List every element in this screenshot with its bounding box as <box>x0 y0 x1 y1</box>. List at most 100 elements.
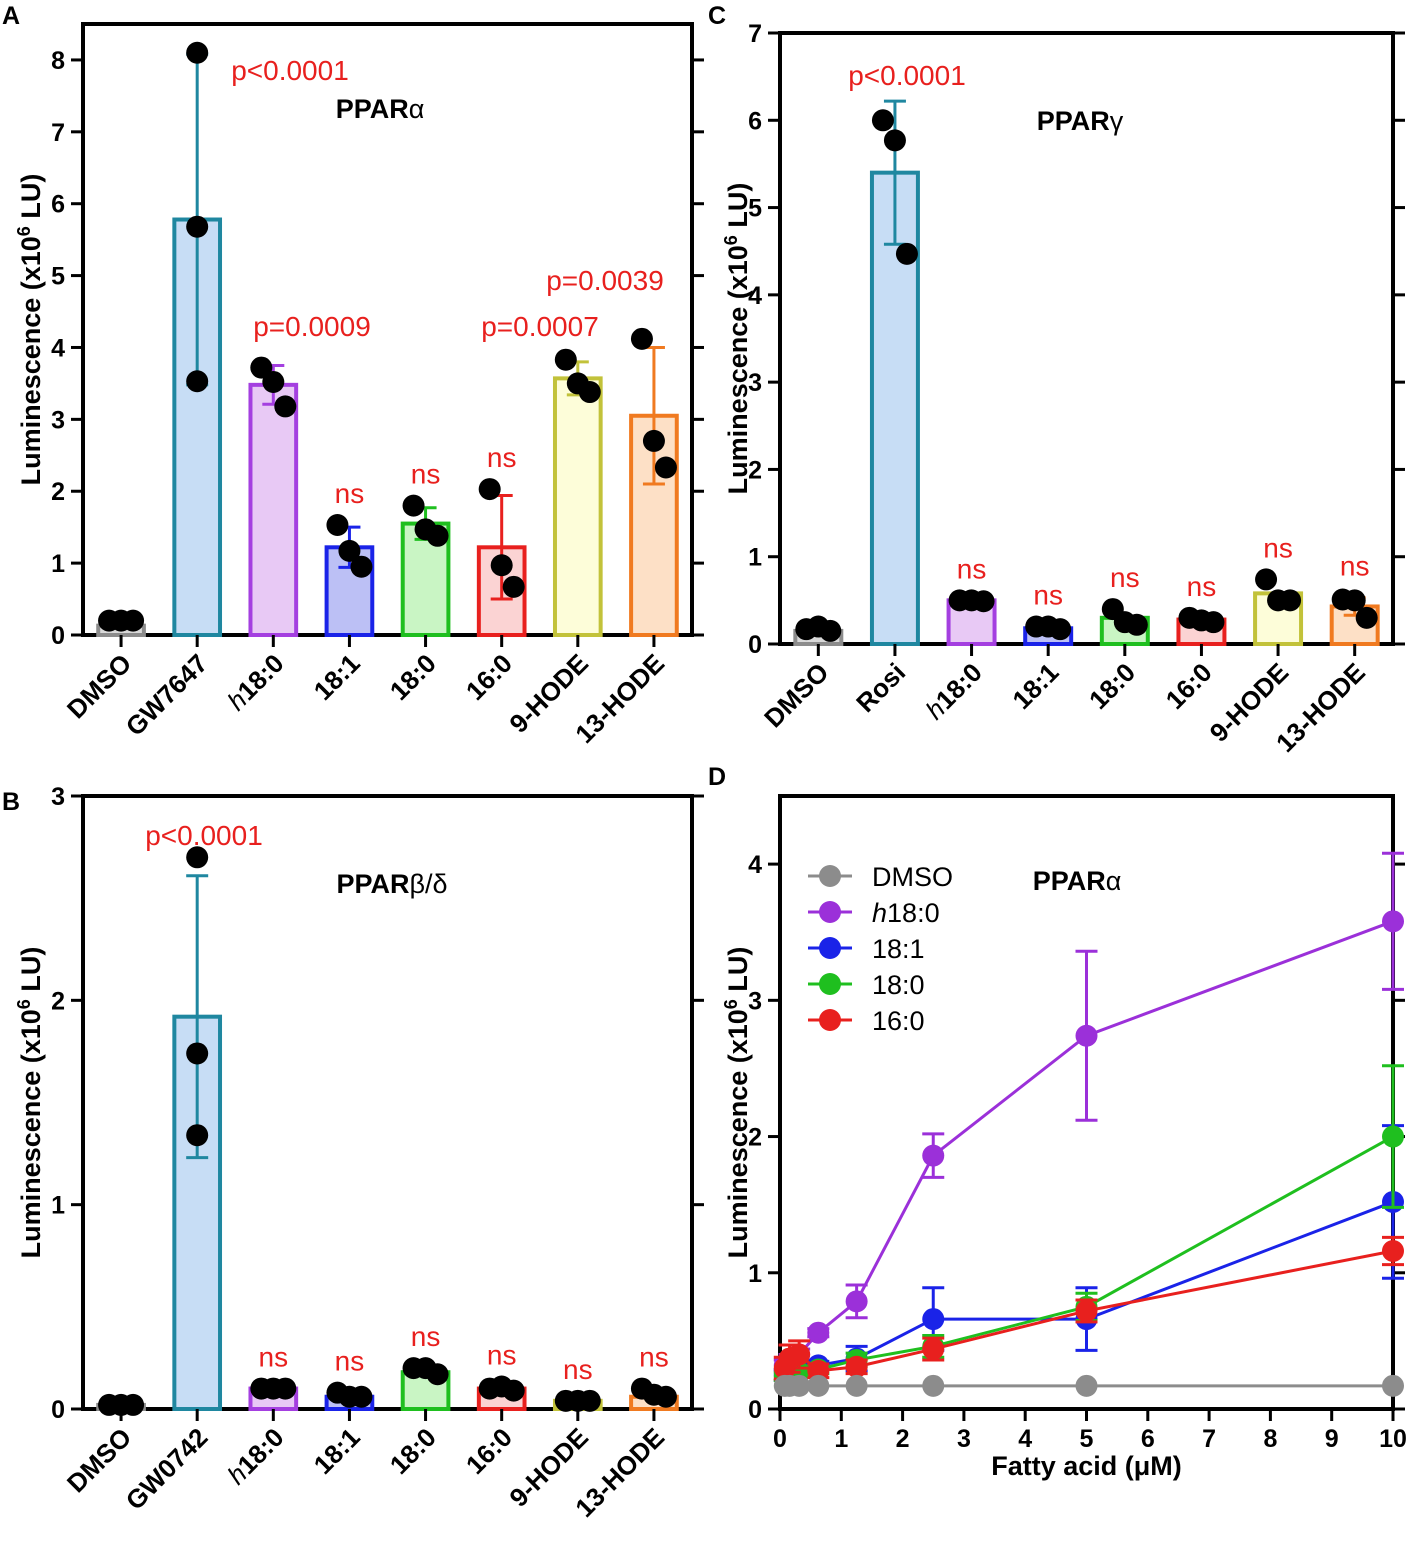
panel-a-data-point <box>122 609 145 632</box>
panel-c-significance-label: ns <box>1110 562 1140 593</box>
panel-a: A 0 1 2 3 4 5 6 7 8 Luminescence (x106 LU) DMSOGW76… <box>2 2 704 749</box>
panel-b-category-label: 18:0 <box>384 1422 442 1480</box>
panel-d-data-point <box>1382 1239 1404 1262</box>
panel-a-data-point <box>186 370 209 393</box>
panel-a-category-label: 18:0 <box>384 648 442 706</box>
panel-c-significance-label: p<0.0001 <box>848 60 966 91</box>
panel-d-data-point <box>1382 1125 1404 1148</box>
panel-a-data-point <box>630 327 653 350</box>
panel-b-data-point <box>578 1389 601 1412</box>
panel-b-letter: B <box>2 788 20 816</box>
panel-d-data-point <box>1075 1299 1098 1322</box>
panel-a-data-point <box>186 41 209 64</box>
panel-a-frame <box>81 22 694 637</box>
panel-d-data-point <box>1075 1024 1098 1047</box>
panel-d-legend-label: 18:1 <box>872 934 925 964</box>
panel-d-data-point <box>922 1374 945 1397</box>
panel-d-xtick-label: 4 <box>1018 1425 1032 1453</box>
panel-a-category-label: 16:0 <box>460 648 518 706</box>
panel-c-letter: C <box>708 2 726 30</box>
panel-a-category-label: GW7647 <box>120 648 214 742</box>
panel-c: C 0 1 2 3 4 5 6 7 Luminescence (x106 LU) DMSO Rosi p… <box>708 2 1405 758</box>
panel-d-xtick-label: 7 <box>1202 1425 1216 1453</box>
panel-c-category-label: h18:0 <box>920 657 988 725</box>
panel-d-xtick-label: 1 <box>834 1425 848 1453</box>
panel-b-ytick-label: 3 <box>51 783 65 811</box>
panel-a-data-point <box>262 370 285 393</box>
panel-b-data-point <box>186 846 209 869</box>
panel-b-data-point <box>654 1385 677 1408</box>
panel-d-data-point <box>807 1321 830 1344</box>
panel-a-significance-label: p=0.0009 <box>253 311 371 342</box>
panel-b-frame <box>81 794 694 1411</box>
panel-b-data-point <box>186 1042 209 1065</box>
panel-a-ytick-label: 4 <box>51 334 65 362</box>
panel-d-ytick-label: 1 <box>748 1260 762 1288</box>
panel-a-significance-label: p=0.0039 <box>546 265 664 296</box>
panel-c-significance-label: ns <box>1340 551 1370 582</box>
panel-d-letter: D <box>708 763 726 791</box>
panel-d-xlabel: Fatty acid (μM) <box>991 1451 1182 1481</box>
panel-a-data-point <box>186 215 209 238</box>
panel-a-significance-label: p=0.0007 <box>481 311 599 342</box>
panel-d-ytick-label: 0 <box>748 1396 762 1424</box>
panel-c-category-label: Rosi <box>850 657 911 718</box>
panel-d: D 0 1 2 3 4 Luminescence (x106 LU) 0 1 2 3 4 5 6 7 8 9 10… <box>708 763 1407 1481</box>
panel-c-ytick-label: 3 <box>748 369 762 397</box>
panel-b-significance-label: ns <box>487 1340 517 1371</box>
panel-c-data-point <box>871 109 894 132</box>
panel-a-ytick-label: 8 <box>51 47 65 75</box>
panel-c-category-label: 18:1 <box>1006 657 1064 715</box>
panel-d-xtick-label: 3 <box>957 1425 971 1453</box>
panel-c-data-point <box>1125 613 1148 636</box>
panel-a-bar <box>552 376 603 637</box>
panel-b-category-label: 18:1 <box>308 1422 366 1480</box>
panel-a-data-point <box>502 575 525 598</box>
panel-a-data-point <box>478 478 501 501</box>
panel-d-ytick-label: 3 <box>748 987 762 1015</box>
panel-d-ylabel: Luminescence (x106 LU) <box>721 947 753 1259</box>
panel-c-title: PPARγ <box>1037 106 1124 136</box>
panel-c-ytick-label: 4 <box>748 282 762 310</box>
panel-b-ytick-label: 0 <box>51 1396 65 1424</box>
panel-a-ytick-label: 0 <box>51 622 65 650</box>
panel-d-legend-label: h18:0 <box>872 898 940 928</box>
panel-c-category-label: 16:0 <box>1160 657 1218 715</box>
panel-d-data-point <box>807 1374 830 1397</box>
panel-a-category-label: 18:1 <box>308 648 366 706</box>
panel-c-ytick-label: 5 <box>748 195 762 223</box>
panel-d-data-point <box>922 1144 945 1167</box>
panel-a-data-point <box>554 348 577 371</box>
panel-d-xtick-label: 8 <box>1263 1425 1277 1453</box>
panel-a-letter: A <box>2 2 20 30</box>
panel-a-ytick-label: 7 <box>51 119 65 147</box>
panel-a-data-point <box>578 381 601 404</box>
panel-b-ytick-label: 1 <box>51 1192 65 1220</box>
panel-b-title: PPARβ/δ <box>336 869 447 899</box>
panel-c-ytick-label: 0 <box>748 631 762 659</box>
panel-b-category-label: GW0742 <box>120 1422 214 1516</box>
panel-b-significance-label: ns <box>563 1354 593 1385</box>
panel-b-significance-label: p<0.0001 <box>145 820 263 851</box>
panel-a-ytick-label: 6 <box>51 191 65 219</box>
panel-b-data-point <box>502 1379 525 1402</box>
panel-d-legend-marker <box>819 1009 841 1031</box>
panel-b-data-point <box>350 1385 373 1408</box>
panel-d-title: PPARα <box>1033 866 1122 896</box>
panel-a-data-point <box>338 539 361 562</box>
panel-a-ytick-label: 5 <box>51 263 65 291</box>
panel-c-data-point <box>883 129 906 152</box>
panel-b-ytick-label: 2 <box>51 987 65 1015</box>
panel-b-category-label: 16:0 <box>460 1422 518 1480</box>
panel-a-category-label: h18:0 <box>221 648 289 716</box>
panel-a-data-point <box>326 514 349 537</box>
panel-d-data-point <box>845 1355 868 1378</box>
panel-a-data-point <box>250 356 273 379</box>
panel-b-data-point <box>274 1377 297 1400</box>
panel-a-bar <box>248 382 299 638</box>
panel-a-significance-label: p<0.0001 <box>231 55 349 86</box>
panel-d-legend-marker <box>819 973 841 995</box>
panel-c-data-point <box>1355 606 1378 629</box>
panel-a-data-point <box>274 395 297 418</box>
